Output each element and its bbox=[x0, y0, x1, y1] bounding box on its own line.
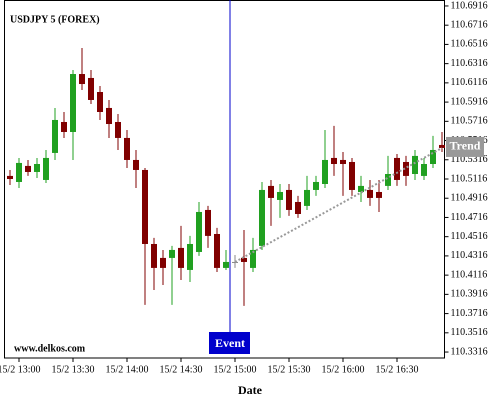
watermark: www.delkos.com bbox=[14, 343, 86, 354]
y-tick-label: 110.5116 bbox=[451, 173, 488, 184]
candle-body bbox=[304, 189, 310, 206]
y-tick-label: 110.6716 bbox=[451, 19, 488, 30]
candle-body bbox=[241, 257, 247, 262]
y-tick-label: 110.5716 bbox=[451, 116, 488, 127]
trend-line bbox=[234, 147, 443, 263]
x-tick-label: 15/2 16:00 bbox=[321, 364, 364, 375]
y-tick-label: 110.5916 bbox=[451, 96, 488, 107]
plot-frame bbox=[4, 0, 445, 359]
candle-body bbox=[43, 157, 49, 180]
candle-body bbox=[385, 174, 391, 186]
y-tick-label: 110.3916 bbox=[451, 289, 488, 300]
candle-body bbox=[286, 189, 292, 210]
candle-body bbox=[250, 249, 256, 268]
candle-body bbox=[61, 121, 67, 132]
candle-body bbox=[142, 169, 148, 244]
candle-body bbox=[97, 91, 103, 112]
x-axis-label: Date bbox=[238, 383, 263, 397]
candle-body bbox=[7, 175, 13, 179]
candle-body bbox=[187, 243, 193, 270]
candle-body bbox=[106, 107, 112, 125]
candle-body bbox=[268, 185, 274, 198]
candle-body bbox=[223, 261, 229, 268]
candle-body bbox=[259, 189, 265, 246]
candle-body bbox=[178, 247, 184, 268]
candle-body bbox=[169, 249, 175, 258]
y-tick-label: 110.4516 bbox=[451, 231, 488, 242]
event-label: Event bbox=[215, 336, 245, 350]
x-tick-label: 15/2 13:30 bbox=[51, 364, 94, 375]
candle-body bbox=[16, 162, 22, 182]
candle-body bbox=[160, 257, 166, 268]
candle-body bbox=[367, 189, 373, 198]
candle-body bbox=[277, 191, 283, 200]
y-tick-label: 110.3716 bbox=[451, 308, 488, 319]
candle-body bbox=[403, 161, 409, 176]
x-tick-label: 15/2 15:30 bbox=[267, 364, 310, 375]
y-tick-label: 110.3516 bbox=[451, 327, 488, 338]
candle-body bbox=[313, 181, 319, 190]
candle-body bbox=[133, 159, 139, 170]
candle-body bbox=[331, 157, 337, 165]
candle-body bbox=[421, 164, 427, 176]
x-tick-label: 15/2 13:00 bbox=[0, 364, 41, 375]
candle-body bbox=[52, 119, 58, 153]
candle-body bbox=[295, 201, 301, 214]
candle-body bbox=[205, 209, 211, 236]
y-tick-label: 110.4916 bbox=[451, 193, 488, 204]
candle-body bbox=[358, 185, 364, 192]
x-tick-label: 15/2 14:30 bbox=[159, 364, 202, 375]
candle-body bbox=[439, 144, 445, 148]
candle-body bbox=[88, 77, 94, 100]
candle-body bbox=[322, 159, 328, 184]
y-tick-label: 110.6916 bbox=[451, 0, 488, 11]
trend-label-box bbox=[446, 136, 484, 157]
trend-label: Trend bbox=[450, 139, 481, 153]
event-box bbox=[209, 332, 250, 354]
candle-body bbox=[340, 159, 346, 165]
candle-body bbox=[115, 121, 121, 138]
candle-body bbox=[214, 233, 220, 268]
x-tick-label: 15/2 16:30 bbox=[375, 364, 418, 375]
candle-body bbox=[124, 137, 130, 160]
x-tick-label: 15/2 15:00 bbox=[213, 364, 256, 375]
y-tick-label: 110.6516 bbox=[451, 39, 488, 50]
candle-body bbox=[196, 211, 202, 252]
candle-body bbox=[412, 155, 418, 175]
candle-body bbox=[376, 191, 382, 198]
y-tick-label: 110.5316 bbox=[451, 154, 488, 165]
y-tick-label: 110.6116 bbox=[451, 77, 488, 88]
candle-body bbox=[79, 74, 85, 85]
candle-body bbox=[349, 161, 355, 190]
candle-body bbox=[151, 243, 157, 268]
y-tick-label: 110.4116 bbox=[451, 269, 488, 280]
candle-body bbox=[70, 74, 76, 132]
candle-body bbox=[34, 164, 40, 172]
candle-body bbox=[430, 149, 436, 165]
candle-body bbox=[25, 165, 31, 172]
y-tick-label: 110.6316 bbox=[451, 58, 488, 69]
y-tick-label: 110.3316 bbox=[451, 346, 488, 357]
x-tick-label: 15/2 14:00 bbox=[105, 364, 148, 375]
candle-body bbox=[394, 157, 400, 180]
candle-body bbox=[232, 261, 238, 263]
chart-title: USDJPY 5 (FOREX) bbox=[10, 14, 100, 25]
y-tick-label: 110.4716 bbox=[451, 212, 488, 223]
y-tick-label: 110.4316 bbox=[451, 250, 488, 261]
